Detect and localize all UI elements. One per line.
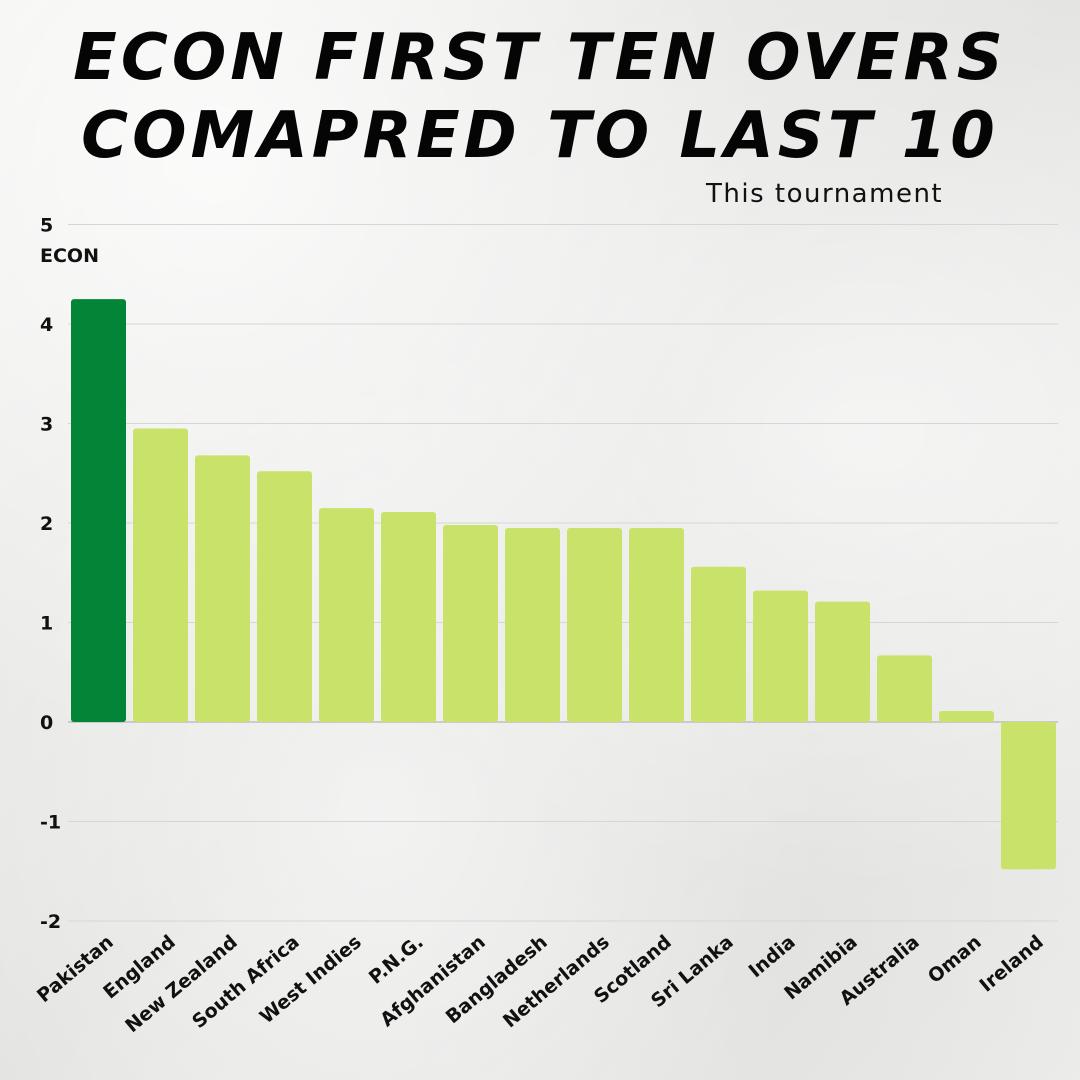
chart-title-line-2: COMAPRED TO LAST 10 [81, 99, 999, 173]
y-axis-label: ECON [40, 245, 99, 267]
y-tick-label: -1 [40, 812, 61, 834]
y-tick-label: 4 [40, 314, 53, 336]
x-tick-label: Netherlands [499, 931, 614, 1032]
bar-namibia [815, 601, 870, 722]
y-tick-label: 5 [40, 215, 53, 237]
bar-pakistan [71, 299, 126, 722]
y-tick-label: 2 [40, 513, 53, 535]
bar-bangladesh [505, 527, 560, 722]
bar-new-zealand [195, 455, 250, 722]
x-tick-label: Afghanistan [376, 931, 489, 1031]
bar-p-n-g [381, 512, 436, 722]
bar-england [133, 428, 188, 722]
bar-scotland [629, 527, 684, 722]
x-tick-label: India [745, 931, 800, 982]
x-tick-label: South Africa [188, 931, 304, 1033]
bar-australia [877, 655, 932, 722]
bar-afghanistan [443, 524, 498, 722]
bar-ireland [1001, 722, 1056, 870]
x-tick-label: Ireland [976, 931, 1048, 997]
y-tick-label: 1 [40, 613, 53, 635]
y-tick-label: -2 [40, 911, 61, 933]
chart-title-line-1: ECON FIRST TEN OVERS [73, 21, 1007, 95]
bar-netherlands [567, 527, 622, 722]
chart-subtitle: This tournament [706, 179, 944, 209]
y-tick-label: 3 [40, 414, 53, 436]
x-tick-label: Pakistan [33, 931, 118, 1007]
bar-sri-lanka [691, 566, 746, 722]
bar-west-indies [319, 508, 374, 722]
bar-india [753, 590, 808, 722]
bar-oman [939, 711, 994, 722]
y-tick-label: 0 [40, 712, 53, 734]
x-tick-label: New Zealand [121, 931, 242, 1037]
bar-south-africa [257, 471, 312, 722]
